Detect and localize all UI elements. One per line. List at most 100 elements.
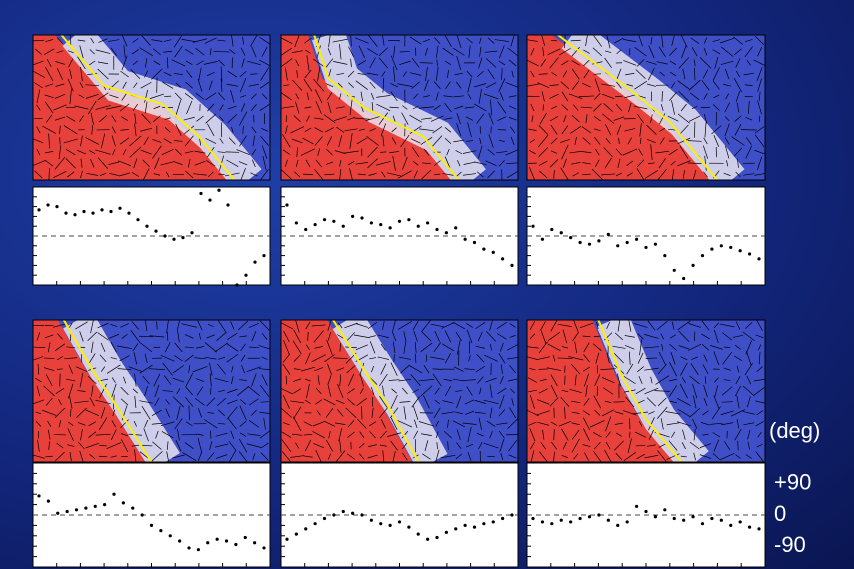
arrow xyxy=(571,80,580,90)
arrow xyxy=(176,320,180,331)
arrow xyxy=(701,80,710,91)
arrow xyxy=(100,366,106,372)
arrow xyxy=(55,83,65,87)
arrow xyxy=(627,137,632,145)
point xyxy=(313,222,317,227)
arrow xyxy=(537,421,549,426)
arrow xyxy=(251,46,257,58)
arrow xyxy=(209,373,212,387)
arrow xyxy=(487,69,495,80)
point xyxy=(332,219,336,223)
arrow xyxy=(230,430,235,439)
arrow xyxy=(144,385,148,397)
arrow xyxy=(433,342,441,353)
arrow xyxy=(689,375,700,385)
arrow xyxy=(508,59,517,67)
arrow xyxy=(120,419,129,429)
point xyxy=(482,247,486,251)
arrow xyxy=(639,339,642,356)
arrow xyxy=(444,35,452,47)
arrow xyxy=(110,324,118,327)
arrow xyxy=(671,321,675,330)
arrow xyxy=(604,158,612,169)
arrow xyxy=(78,442,85,450)
arrow xyxy=(457,160,461,167)
arrow xyxy=(510,126,516,134)
arrow xyxy=(483,399,499,405)
arrow xyxy=(441,343,455,352)
arrow xyxy=(95,49,111,54)
arrow xyxy=(528,128,537,131)
arrow xyxy=(293,368,301,370)
arrow xyxy=(563,115,567,123)
arrow xyxy=(281,388,293,395)
point xyxy=(444,530,448,534)
arrow xyxy=(615,103,623,112)
arrow xyxy=(292,340,302,355)
arrow xyxy=(105,105,122,110)
arrow xyxy=(90,341,94,353)
arrow xyxy=(677,137,691,145)
arrow xyxy=(444,102,452,113)
arrow xyxy=(699,56,712,69)
arrow xyxy=(90,37,95,44)
arrow xyxy=(205,113,217,124)
arrow xyxy=(239,405,247,421)
arrow xyxy=(582,417,591,431)
arrow xyxy=(723,83,732,87)
arrow xyxy=(337,384,344,398)
arrow xyxy=(131,444,139,447)
arrow xyxy=(558,48,571,56)
arrow xyxy=(671,35,675,46)
arrow xyxy=(33,138,44,144)
arrow xyxy=(356,418,367,429)
arrow xyxy=(228,449,237,462)
arrow xyxy=(617,158,621,168)
arrow xyxy=(156,321,158,330)
arrow xyxy=(175,82,182,88)
arrow xyxy=(680,362,688,376)
arrow xyxy=(721,422,734,426)
arrow xyxy=(616,124,622,135)
arrow xyxy=(251,126,257,134)
point xyxy=(168,534,172,538)
arrow xyxy=(339,343,341,352)
arrow xyxy=(562,70,568,78)
arrow xyxy=(281,431,292,438)
arrow xyxy=(328,35,331,48)
arrow xyxy=(356,137,367,145)
arrow xyxy=(120,70,129,78)
arrow xyxy=(358,128,365,131)
arrow xyxy=(622,148,638,156)
arrow xyxy=(745,116,753,121)
arrow xyxy=(120,129,129,131)
arrow xyxy=(561,60,569,66)
arrow xyxy=(37,363,40,375)
arrow xyxy=(743,72,755,76)
arrow xyxy=(399,401,411,403)
arrow xyxy=(149,93,164,99)
arrow xyxy=(614,332,624,341)
arrow xyxy=(59,125,61,135)
arrow xyxy=(509,335,516,338)
arrow xyxy=(462,150,477,154)
arrow xyxy=(484,50,498,53)
arrow xyxy=(144,70,149,78)
arrow xyxy=(141,113,151,124)
arrow xyxy=(623,39,637,43)
arrow xyxy=(108,333,120,339)
arrow xyxy=(703,37,708,44)
arrow xyxy=(703,47,708,56)
arrow xyxy=(87,100,97,115)
arrow xyxy=(581,151,592,154)
arrow xyxy=(562,441,568,450)
arrow xyxy=(639,137,642,144)
arrow xyxy=(184,135,194,147)
arrow xyxy=(250,172,258,177)
arrow xyxy=(390,83,398,88)
arrow xyxy=(585,385,588,397)
arrow xyxy=(217,409,226,417)
arrow xyxy=(713,395,720,409)
arrow xyxy=(569,150,582,154)
point xyxy=(145,224,149,228)
